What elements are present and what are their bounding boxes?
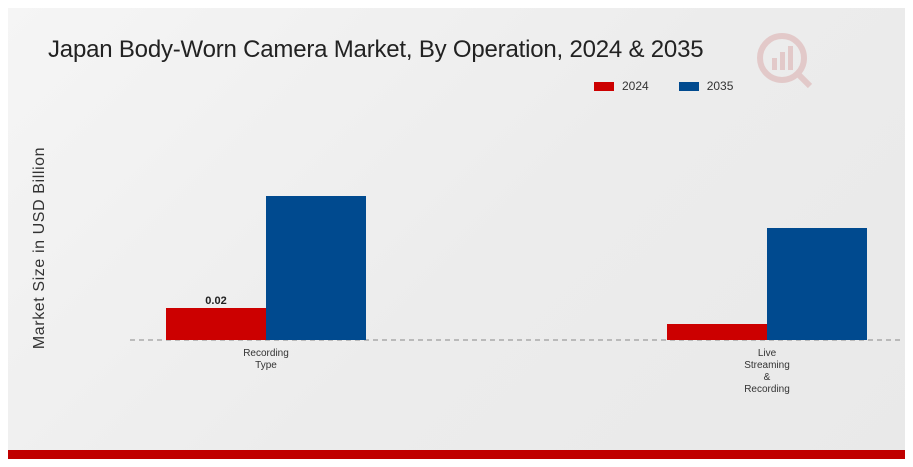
- x-tick-label-0: Recording Type: [243, 348, 289, 371]
- legend-label-2035: 2035: [706, 79, 734, 93]
- bar-2024-1: [667, 324, 767, 340]
- legend-swatch-2024: [594, 81, 614, 91]
- x-tick-label-1: Live Streaming & Recording: [744, 348, 790, 395]
- data-label-2024-0: 0.02: [205, 295, 226, 307]
- chart-title: Japan Body-Worn Camera Market, By Operat…: [48, 36, 704, 63]
- legend-item-2024: 2024: [594, 79, 649, 93]
- bar-2035-0: [266, 196, 366, 340]
- chart-legend: 2024 2035: [594, 79, 733, 93]
- bottom-accent-bar: [8, 450, 905, 459]
- bar-2035-1: [767, 228, 867, 340]
- legend-item-2035: 2035: [678, 79, 734, 93]
- legend-swatch-2035: [678, 81, 699, 91]
- bar-2024-0: [166, 308, 266, 340]
- legend-label-2024: 2024: [622, 79, 649, 93]
- chart-panel: [8, 8, 905, 450]
- logo-watermark-icon: [757, 33, 813, 89]
